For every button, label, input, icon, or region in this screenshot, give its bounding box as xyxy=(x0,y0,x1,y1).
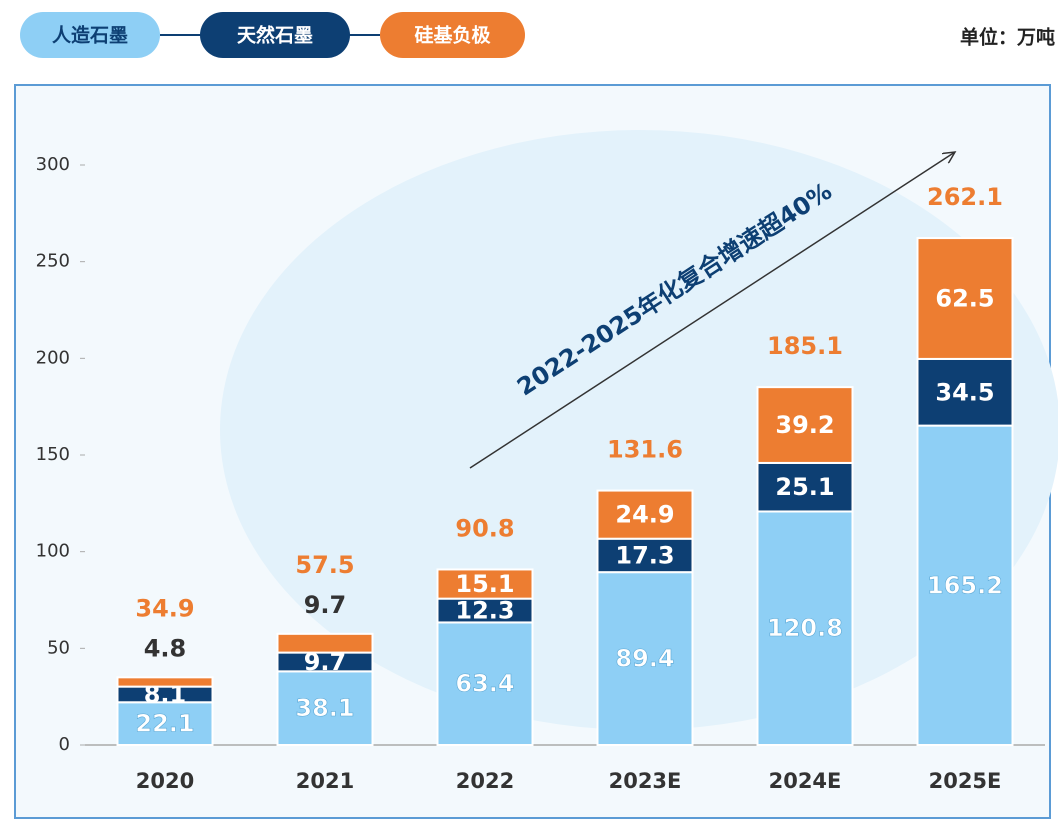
total-label: 90.8 xyxy=(455,514,514,542)
legend-label: 硅基负极 xyxy=(414,24,491,47)
value-label: 34.5 xyxy=(935,378,994,406)
total-label: 262.1 xyxy=(927,183,1003,211)
x-tick-label: 2021 xyxy=(296,769,354,793)
x-tick-label: 2024E xyxy=(769,769,842,793)
value-label: 38.1 xyxy=(295,694,354,722)
value-label: 62.5 xyxy=(935,284,994,312)
legend-label: 人造石墨 xyxy=(52,24,128,47)
value-label: 15.1 xyxy=(455,570,514,598)
y-tick-label: 100 xyxy=(36,541,70,562)
y-tick-label: 150 xyxy=(36,444,70,465)
y-tick-label: 250 xyxy=(36,251,70,272)
y-tick-label: 50 xyxy=(47,637,70,658)
value-label: 25.1 xyxy=(775,473,834,501)
unit-label: 单位：万吨 xyxy=(960,26,1055,49)
bar-segment xyxy=(278,634,373,653)
x-tick-label: 2025E xyxy=(929,769,1002,793)
value-label: 12.3 xyxy=(455,597,514,625)
value-label: 89.4 xyxy=(615,645,674,673)
page: 单位：万吨 2022-2025年化复合增速超40% 人造石墨天然石墨硅基负极05… xyxy=(0,0,1058,823)
x-tick-label: 2022 xyxy=(456,769,514,793)
y-tick-label: 0 xyxy=(59,734,70,755)
value-label: 39.2 xyxy=(775,411,834,439)
legend-label: 天然石墨 xyxy=(237,24,313,47)
value-label: 9.7 xyxy=(304,591,347,619)
value-label: 4.8 xyxy=(144,634,187,662)
value-label: 24.9 xyxy=(615,501,674,529)
value-label: 63.4 xyxy=(455,670,514,698)
value-label: 22.1 xyxy=(135,710,194,738)
total-label: 131.6 xyxy=(607,436,683,464)
x-tick-label: 2023E xyxy=(609,769,682,793)
y-tick-label: 300 xyxy=(36,154,70,175)
total-label: 57.5 xyxy=(295,551,354,579)
total-label: 34.9 xyxy=(135,594,194,622)
value-label: 17.3 xyxy=(615,541,674,569)
total-label: 185.1 xyxy=(767,332,843,360)
chart: 单位：万吨 2022-2025年化复合增速超40% 人造石墨天然石墨硅基负极05… xyxy=(0,0,1058,823)
value-label: 120.8 xyxy=(767,614,843,642)
bar-segment xyxy=(118,677,213,686)
x-tick-label: 2020 xyxy=(136,769,194,793)
value-label: 165.2 xyxy=(927,571,1003,599)
y-tick-label: 200 xyxy=(36,347,70,368)
